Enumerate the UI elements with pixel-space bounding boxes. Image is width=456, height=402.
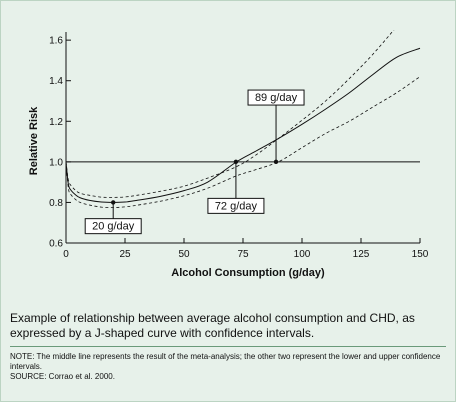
annotation-label: 89 g/day (255, 92, 298, 104)
y-tick-label: 1.6 (49, 36, 63, 47)
annotation-label: 20 g/day (92, 221, 135, 233)
annotation-label: 72 g/day (215, 200, 258, 212)
annotation-box (247, 89, 305, 106)
y-tick-label: 1.4 (49, 76, 63, 87)
x-tick-label: 25 (119, 249, 131, 260)
figure-note: NOTE: The middle line represents the res… (10, 352, 442, 382)
chart-curves (65, 30, 421, 208)
upper-confidence-curve (65, 30, 395, 198)
lower-confidence-curve (65, 76, 421, 208)
x-tick-label: 75 (237, 249, 249, 260)
annotation-point (111, 200, 116, 205)
x-tick-label: 0 (63, 249, 69, 260)
note-text: NOTE: The middle line represents the res… (10, 352, 441, 371)
meta-analysis-curve (65, 47, 421, 203)
source-text: SOURCE: Corrao et al. 2000. (10, 372, 115, 381)
annotation-point (233, 159, 239, 165)
chart-axes: 0.6 0.8 1.0 1.2 1.4 1.6 0 25 50 75 100 125 150 (49, 32, 429, 260)
caption-divider (10, 346, 446, 347)
y-axis-title: Relative Risk (28, 106, 40, 175)
annotation-box (84, 218, 142, 235)
chart-marks: 20 g/day 72 g/day 89 g/day (84, 89, 305, 235)
x-tick-label: 50 (178, 249, 190, 260)
x-tick-label: 100 (294, 249, 311, 260)
y-tick-label: 1.2 (49, 117, 63, 128)
annotation-point (273, 159, 279, 165)
annotation-box (207, 197, 265, 214)
figure-caption: Example of relationship between average … (10, 311, 415, 340)
x-tick-label: 125 (353, 249, 370, 260)
x-tick-label: 150 (412, 249, 429, 260)
chd-risk-chart: 0.6 0.8 1.0 1.2 1.4 1.6 0 25 50 75 100 125 150 20 g/… (28, 30, 429, 279)
y-tick-label: 0.6 (49, 239, 63, 250)
x-axis-title: Alcohol Consumption (g/day) (171, 267, 325, 279)
y-tick-label: 1.0 (49, 157, 63, 168)
y-tick-label: 0.8 (49, 198, 63, 209)
